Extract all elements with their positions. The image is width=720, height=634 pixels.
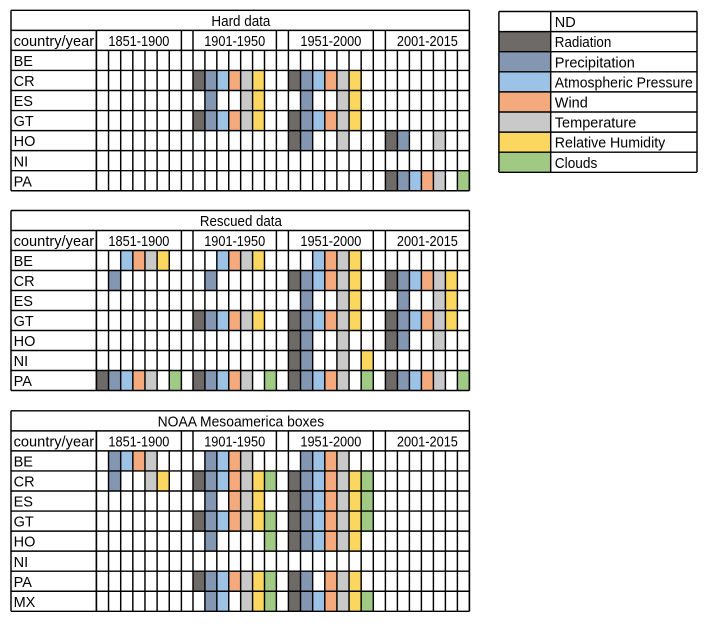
svg-text:PA: PA [14, 174, 33, 190]
svg-text:Rescued data: Rescued data [200, 214, 283, 230]
svg-text:CR: CR [14, 74, 35, 90]
svg-text:HO: HO [14, 334, 36, 350]
svg-text:Radiation: Radiation [555, 35, 612, 51]
svg-text:country/year: country/year [14, 434, 95, 450]
svg-text:2001-2015: 2001-2015 [397, 34, 458, 50]
svg-text:MX: MX [14, 595, 36, 611]
svg-text:CR: CR [14, 274, 35, 290]
svg-text:Relative Humidity: Relative Humidity [555, 136, 666, 152]
svg-text:GT: GT [14, 114, 34, 130]
svg-text:country/year: country/year [14, 234, 95, 250]
svg-text:ES: ES [14, 94, 33, 110]
svg-text:Wind: Wind [555, 96, 588, 112]
svg-text:BE: BE [14, 254, 34, 270]
svg-text:ES: ES [14, 294, 33, 310]
svg-text:CR: CR [14, 475, 35, 491]
svg-text:1901-1950: 1901-1950 [204, 34, 265, 50]
svg-text:1851-1900: 1851-1900 [108, 234, 169, 250]
svg-text:2001-2015: 2001-2015 [397, 234, 458, 250]
svg-text:HO: HO [14, 134, 36, 150]
svg-text:NI: NI [14, 555, 29, 571]
svg-text:GT: GT [14, 515, 34, 531]
svg-text:Precipitation: Precipitation [555, 55, 635, 71]
svg-text:BE: BE [14, 455, 34, 471]
svg-text:HO: HO [14, 535, 36, 551]
svg-text:1951-2000: 1951-2000 [300, 34, 361, 50]
svg-text:country/year: country/year [14, 34, 95, 50]
svg-text:1851-1900: 1851-1900 [108, 34, 169, 50]
svg-text:1951-2000: 1951-2000 [300, 434, 361, 450]
svg-text:PA: PA [14, 374, 33, 390]
svg-text:Atmospheric Pressure: Atmospheric Pressure [555, 75, 693, 91]
svg-text:BE: BE [14, 54, 34, 70]
svg-text:Hard data: Hard data [211, 14, 271, 30]
svg-text:NOAA Mesoamerica boxes: NOAA Mesoamerica boxes [158, 414, 325, 430]
svg-text:PA: PA [14, 575, 33, 591]
svg-text:1901-1950: 1901-1950 [204, 234, 265, 250]
svg-text:ES: ES [14, 495, 33, 511]
svg-text:NI: NI [14, 154, 29, 170]
svg-text:2001-2015: 2001-2015 [397, 434, 458, 450]
svg-text:NI: NI [14, 354, 29, 370]
svg-text:GT: GT [14, 314, 34, 330]
svg-text:Clouds: Clouds [555, 156, 598, 172]
svg-text:Temperature: Temperature [555, 116, 637, 132]
svg-text:1951-2000: 1951-2000 [300, 234, 361, 250]
svg-text:ND: ND [555, 15, 576, 31]
svg-text:1851-1900: 1851-1900 [108, 434, 169, 450]
svg-text:1901-1950: 1901-1950 [204, 434, 265, 450]
